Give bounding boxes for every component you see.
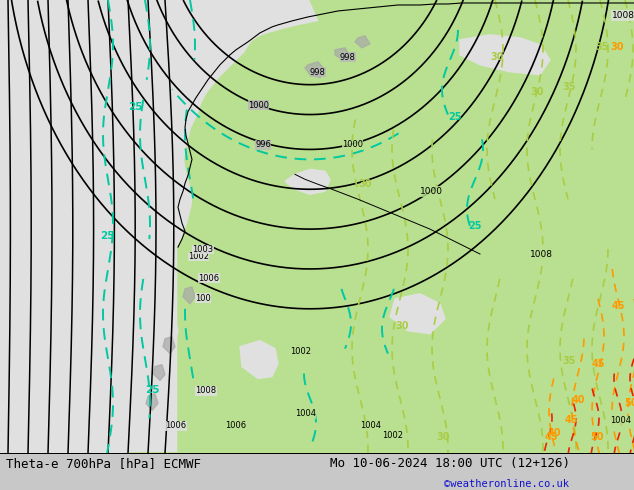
Polygon shape <box>146 393 158 411</box>
Polygon shape <box>310 0 634 60</box>
Polygon shape <box>163 337 175 354</box>
Text: 25: 25 <box>145 386 160 395</box>
Text: 1002: 1002 <box>188 252 209 261</box>
Text: 1004: 1004 <box>295 409 316 418</box>
Polygon shape <box>305 62 325 78</box>
Text: 996: 996 <box>255 141 271 149</box>
Text: 1006: 1006 <box>225 421 246 430</box>
Text: 1002: 1002 <box>290 346 311 356</box>
Text: 1004: 1004 <box>610 416 631 425</box>
Text: Theta-e 700hPa [hPa] ECMWF: Theta-e 700hPa [hPa] ECMWF <box>6 457 202 469</box>
Text: 1008: 1008 <box>195 387 216 395</box>
Text: 30: 30 <box>610 42 623 52</box>
Text: 35: 35 <box>562 82 576 92</box>
Polygon shape <box>130 3 634 453</box>
Text: ©weatheronline.co.uk: ©weatheronline.co.uk <box>444 479 569 489</box>
Text: 998: 998 <box>310 68 326 77</box>
Text: 30: 30 <box>490 52 503 62</box>
Polygon shape <box>153 365 165 381</box>
Text: 50: 50 <box>590 432 604 442</box>
Text: 45: 45 <box>612 301 626 311</box>
Text: 25: 25 <box>100 231 115 241</box>
Text: 1002: 1002 <box>382 431 403 441</box>
Polygon shape <box>460 35 550 74</box>
Text: 1000: 1000 <box>248 100 269 110</box>
Text: 40: 40 <box>548 428 562 439</box>
Text: 1008: 1008 <box>530 250 553 259</box>
Text: 30: 30 <box>530 87 543 97</box>
Polygon shape <box>390 294 445 334</box>
Text: 30: 30 <box>358 179 372 189</box>
Text: 25: 25 <box>468 221 481 231</box>
Text: 100: 100 <box>195 294 210 303</box>
Polygon shape <box>158 314 178 346</box>
Text: 1006: 1006 <box>198 274 219 283</box>
Text: 25: 25 <box>448 112 462 122</box>
Polygon shape <box>183 287 195 304</box>
Text: Mo 10-06-2024 18:00 UTC (12+126): Mo 10-06-2024 18:00 UTC (12+126) <box>330 457 570 469</box>
Text: 35: 35 <box>595 42 609 52</box>
Polygon shape <box>285 170 330 194</box>
Text: 1006: 1006 <box>165 421 186 430</box>
Text: 45: 45 <box>592 359 605 368</box>
Text: 30: 30 <box>436 432 450 442</box>
Polygon shape <box>355 36 370 48</box>
Polygon shape <box>335 48 350 60</box>
Text: 1003: 1003 <box>192 245 213 254</box>
Text: 1004: 1004 <box>360 421 381 430</box>
Text: 1000: 1000 <box>342 141 363 149</box>
Polygon shape <box>580 0 634 120</box>
Polygon shape <box>240 341 278 379</box>
Text: 35: 35 <box>562 356 576 366</box>
Text: 1000: 1000 <box>420 187 443 196</box>
Text: 45: 45 <box>565 416 578 425</box>
Text: 50: 50 <box>624 398 634 409</box>
Text: 1008: 1008 <box>612 11 634 20</box>
Text: 45: 45 <box>545 432 559 442</box>
Text: 25: 25 <box>128 101 143 112</box>
Text: 30: 30 <box>395 321 408 331</box>
Text: 40: 40 <box>572 395 586 405</box>
Text: 998: 998 <box>340 53 356 62</box>
